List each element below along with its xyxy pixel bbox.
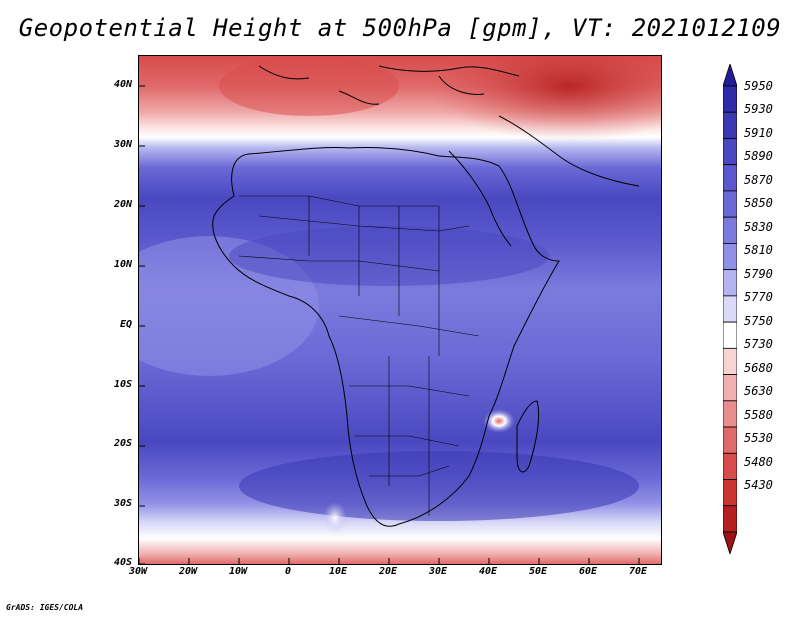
lon-label-60e: 60E [578,566,598,577]
colorbar-label-5850: 5850 [744,196,773,210]
lon-label-30w: 30W [128,566,148,577]
lon-label-0: 0 [284,566,292,577]
lat-label-10s: 10S [113,379,132,390]
colorbar-cell [723,85,737,113]
colorbar-label-5630: 5630 [744,384,773,398]
colorbar-label-5580: 5580 [744,408,773,422]
colorbar-cell [723,190,737,218]
colorbar-label-5530: 5530 [744,431,773,445]
colorbar-label-5770: 5770 [744,290,773,304]
colorbar-cell [723,479,737,507]
lon-label-10e: 10E [328,566,348,577]
lon-label-30e: 30E [428,566,448,577]
colorbar-label-5430: 5430 [744,478,773,492]
colorbar-label-5680: 5680 [744,361,773,375]
lon-label-70e: 70E [628,566,648,577]
colorbar-label-5950: 5950 [744,79,773,93]
colorbar-cell [723,321,737,349]
colorbar-label-5810: 5810 [744,243,773,257]
lat-label-30n: 30N [113,139,132,150]
lat-label-40n: 40N [113,79,132,90]
colorbar-label-5930: 5930 [744,102,773,116]
lon-label-40e: 40E [478,566,498,577]
colorbar-cell [723,216,737,244]
colorbar-label-5910: 5910 [744,126,773,140]
colorbar-cell [723,426,737,454]
grads-credit: GrADS: IGES/COLA [6,603,84,612]
lon-label-50e: 50E [528,566,548,577]
coastlines [212,65,640,527]
colorbar-label-5890: 5890 [744,149,773,163]
lon-label-10w: 10W [228,566,248,577]
colorbar-cell [723,295,737,323]
lat-label-20n: 20N [113,199,132,210]
lat-label-30s: 30S [113,498,132,509]
colorbar-label-5480: 5480 [744,455,773,469]
colorbar-cell [723,400,737,428]
colorbar-cell [723,243,737,271]
colorbar-cell [723,164,737,192]
lat-label-20s: 20S [113,438,132,449]
colorbar-label-5790: 5790 [744,267,773,281]
map-title: Geopotential Height at 500hPa [gpm], VT:… [18,14,782,42]
lon-label-20e: 20E [378,566,398,577]
colorbar-bottom-triangle [723,531,737,554]
map-panel[interactable] [138,55,662,565]
country-borders [238,195,480,516]
colorbar-cell [723,269,737,297]
lat-label-10n: 10N [113,259,132,270]
colorbar [723,64,737,554]
colorbar-cell [723,505,737,533]
lat-label-40s: 40S [113,557,132,568]
colorbar-cell [723,347,737,375]
colorbar-cell [723,138,737,166]
colorbar-label-5870: 5870 [744,173,773,187]
colorbar-cell [723,452,737,480]
lat-label-eq: EQ [119,319,132,330]
colorbar-cell [723,374,737,402]
colorbar-top-triangle [723,64,737,87]
colorbar-label-5830: 5830 [744,220,773,234]
colorbar-label-5750: 5750 [744,314,773,328]
colorbar-label-5730: 5730 [744,337,773,351]
lon-label-20w: 20W [178,566,198,577]
height-field [139,56,661,564]
colorbar-cell [723,111,737,139]
